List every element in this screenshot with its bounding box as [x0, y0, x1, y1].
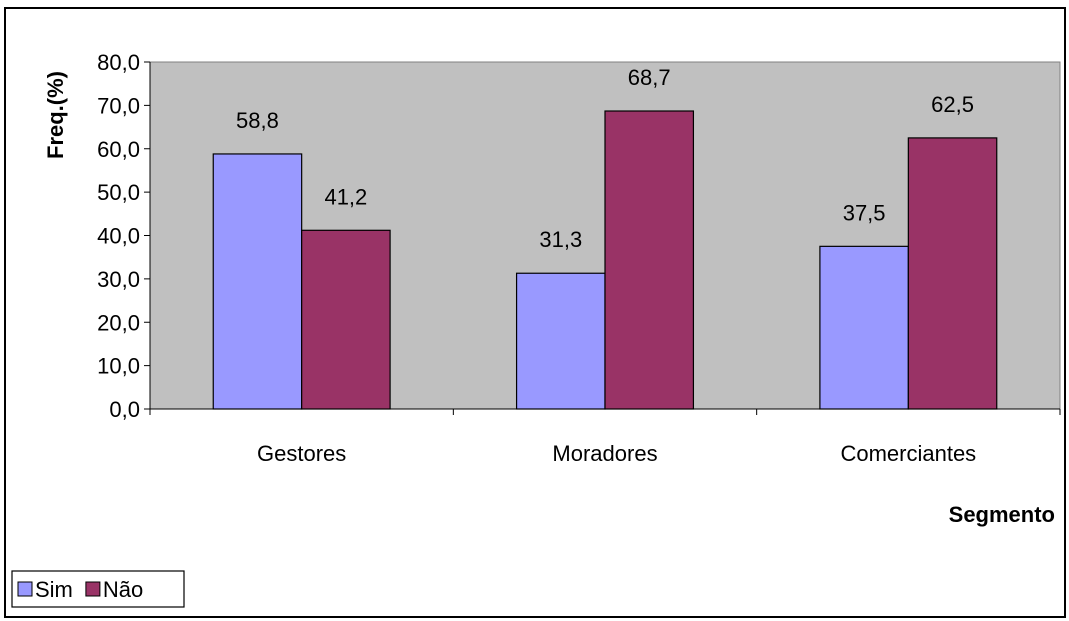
- y-tick-label: 10,0: [97, 354, 140, 379]
- x-axis-title: Segmento: [949, 502, 1055, 527]
- data-label: 58,8: [236, 108, 279, 133]
- y-tick-label: 20,0: [97, 310, 140, 335]
- y-axis: 0,0 10,0 20,0 30,0 40,0 50,0 60,0 70,0 80,0: [97, 50, 151, 422]
- bar-sim-comerciantes: [819, 245, 909, 410]
- bar-sim-gestores: [212, 153, 303, 410]
- legend-label-não: Não: [103, 577, 143, 602]
- legend: Sim Não: [11, 570, 185, 608]
- bars: [212, 110, 998, 410]
- bar-sim-moradores: [515, 272, 606, 410]
- bar-não-gestores: [301, 229, 391, 410]
- y-tick-label: 50,0: [97, 180, 140, 205]
- legend-swatch-sim: [17, 581, 33, 597]
- y-tick-label: 70,0: [97, 93, 140, 118]
- data-label: 41,2: [324, 184, 367, 209]
- y-tick-label: 40,0: [97, 224, 140, 249]
- data-label: 31,3: [539, 227, 582, 252]
- value-labels: 58,8 41,2 31,3 68,7 37,5 62,5: [236, 65, 974, 252]
- data-label: 62,5: [931, 92, 974, 117]
- data-label: 37,5: [843, 200, 886, 225]
- legend-swatch-não: [85, 581, 101, 597]
- y-tick-label: 0,0: [109, 397, 140, 422]
- x-tick-label: Comerciantes: [840, 441, 976, 466]
- bar-não-comerciantes: [907, 137, 998, 410]
- legend-label-sim: Sim: [35, 577, 73, 602]
- y-tick-label: 80,0: [97, 50, 140, 75]
- x-tick-label: Moradores: [552, 441, 657, 466]
- x-tick-label: Gestores: [257, 441, 346, 466]
- bar-não-moradores: [604, 110, 695, 410]
- y-axis-title: Freq.(%): [43, 71, 68, 159]
- y-tick-label: 30,0: [97, 267, 140, 292]
- y-tick-label: 60,0: [97, 137, 140, 162]
- data-label: 68,7: [628, 65, 671, 90]
